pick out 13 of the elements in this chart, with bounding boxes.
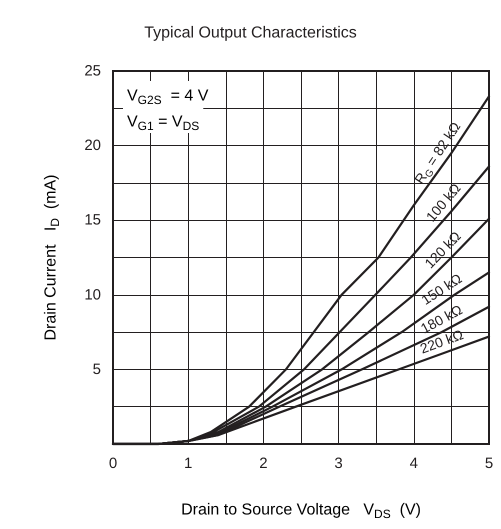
chart-title: Typical Output Characteristics bbox=[144, 24, 357, 42]
y-tick-label: 15 bbox=[84, 212, 101, 229]
x-tick-label: 3 bbox=[334, 455, 343, 472]
y-tick-label: 10 bbox=[84, 286, 101, 304]
y-axis-title: Drain Current ID (mA) bbox=[42, 174, 62, 341]
y-tick-label: 5 bbox=[92, 360, 101, 378]
x-tick-label: 0 bbox=[108, 455, 118, 472]
x-tick-label: 4 bbox=[410, 455, 418, 472]
y-tick-label: 25 bbox=[84, 62, 101, 80]
x-tick-label: 2 bbox=[259, 455, 268, 472]
x-tick-label: 1 bbox=[184, 455, 192, 472]
x-tick-label: 5 bbox=[484, 455, 494, 472]
y-tick-label: 20 bbox=[84, 137, 101, 154]
